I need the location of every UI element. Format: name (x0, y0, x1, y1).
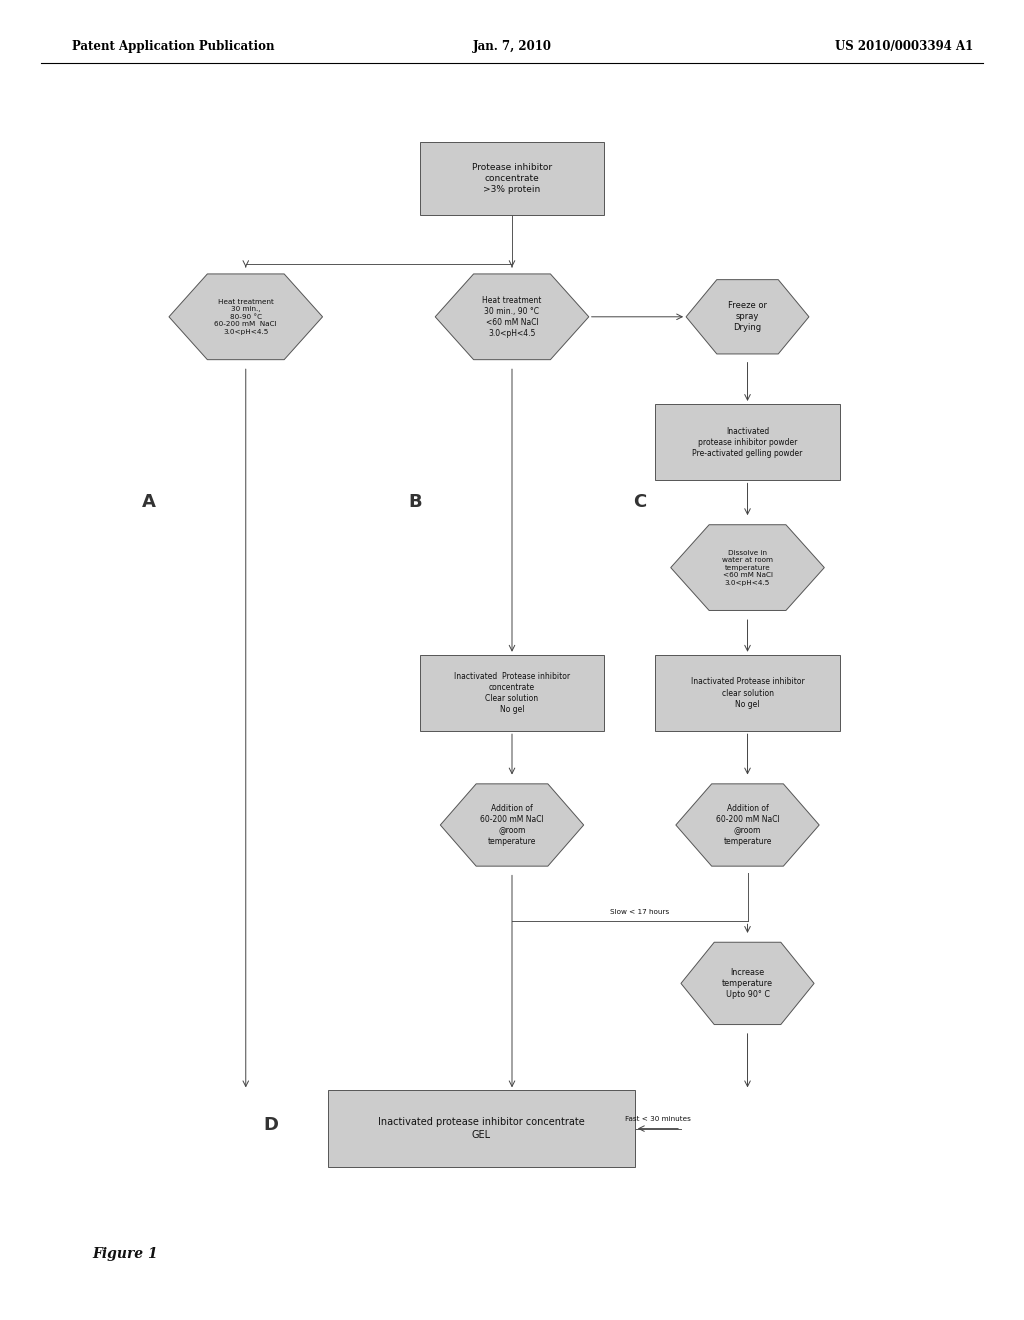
Text: Patent Application Publication: Patent Application Publication (72, 40, 274, 53)
Text: US 2010/0003394 A1: US 2010/0003394 A1 (835, 40, 973, 53)
FancyBboxPatch shape (655, 655, 840, 731)
Text: D: D (264, 1115, 279, 1134)
Text: A: A (141, 492, 156, 511)
Text: Freeze or
spray
Drying: Freeze or spray Drying (728, 301, 767, 333)
Polygon shape (435, 275, 589, 359)
Polygon shape (440, 784, 584, 866)
Text: Heat treatment
30 min., 90 °C
<60 mM NaCl
3.0<pH<4.5: Heat treatment 30 min., 90 °C <60 mM NaC… (482, 296, 542, 338)
Text: Protease inhibitor
concentrate
>3% protein: Protease inhibitor concentrate >3% prote… (472, 162, 552, 194)
Polygon shape (686, 280, 809, 354)
Polygon shape (671, 525, 824, 610)
Text: Heat treatment
30 min.,
80-90 °C
60-200 mM  NaCl
3.0<pH<4.5: Heat treatment 30 min., 80-90 °C 60-200 … (214, 298, 278, 335)
Polygon shape (169, 275, 323, 359)
Text: Increase
temperature
Upto 90° C: Increase temperature Upto 90° C (722, 968, 773, 999)
Text: Addition of
60-200 mM NaCl
@room
temperature: Addition of 60-200 mM NaCl @room tempera… (716, 804, 779, 846)
Text: Addition of
60-200 mM NaCl
@room
temperature: Addition of 60-200 mM NaCl @room tempera… (480, 804, 544, 846)
FancyBboxPatch shape (655, 404, 840, 480)
Text: Inactivated Protease inhibitor
clear solution
No gel: Inactivated Protease inhibitor clear sol… (690, 677, 805, 709)
Text: Inactivated  Protease inhibitor
concentrate
Clear solution
No gel: Inactivated Protease inhibitor concentra… (454, 672, 570, 714)
FancyBboxPatch shape (420, 141, 604, 214)
Polygon shape (676, 784, 819, 866)
Text: Slow < 17 hours: Slow < 17 hours (610, 908, 670, 915)
Text: Fast < 30 minutes: Fast < 30 minutes (625, 1115, 691, 1122)
Polygon shape (681, 942, 814, 1024)
Text: B: B (408, 492, 422, 511)
Text: Dissolve in
water at room
temperature
<60 mM NaCl
3.0<pH<4.5: Dissolve in water at room temperature <6… (722, 549, 773, 586)
Text: Figure 1: Figure 1 (92, 1247, 158, 1261)
Text: Inactivated protease inhibitor concentrate
GEL: Inactivated protease inhibitor concentra… (378, 1118, 585, 1139)
Text: Jan. 7, 2010: Jan. 7, 2010 (472, 40, 552, 53)
Text: Inactivated
protease inhibitor powder
Pre-activated gelling powder: Inactivated protease inhibitor powder Pr… (692, 426, 803, 458)
Text: C: C (634, 492, 646, 511)
FancyBboxPatch shape (420, 655, 604, 731)
FancyBboxPatch shape (328, 1090, 635, 1167)
